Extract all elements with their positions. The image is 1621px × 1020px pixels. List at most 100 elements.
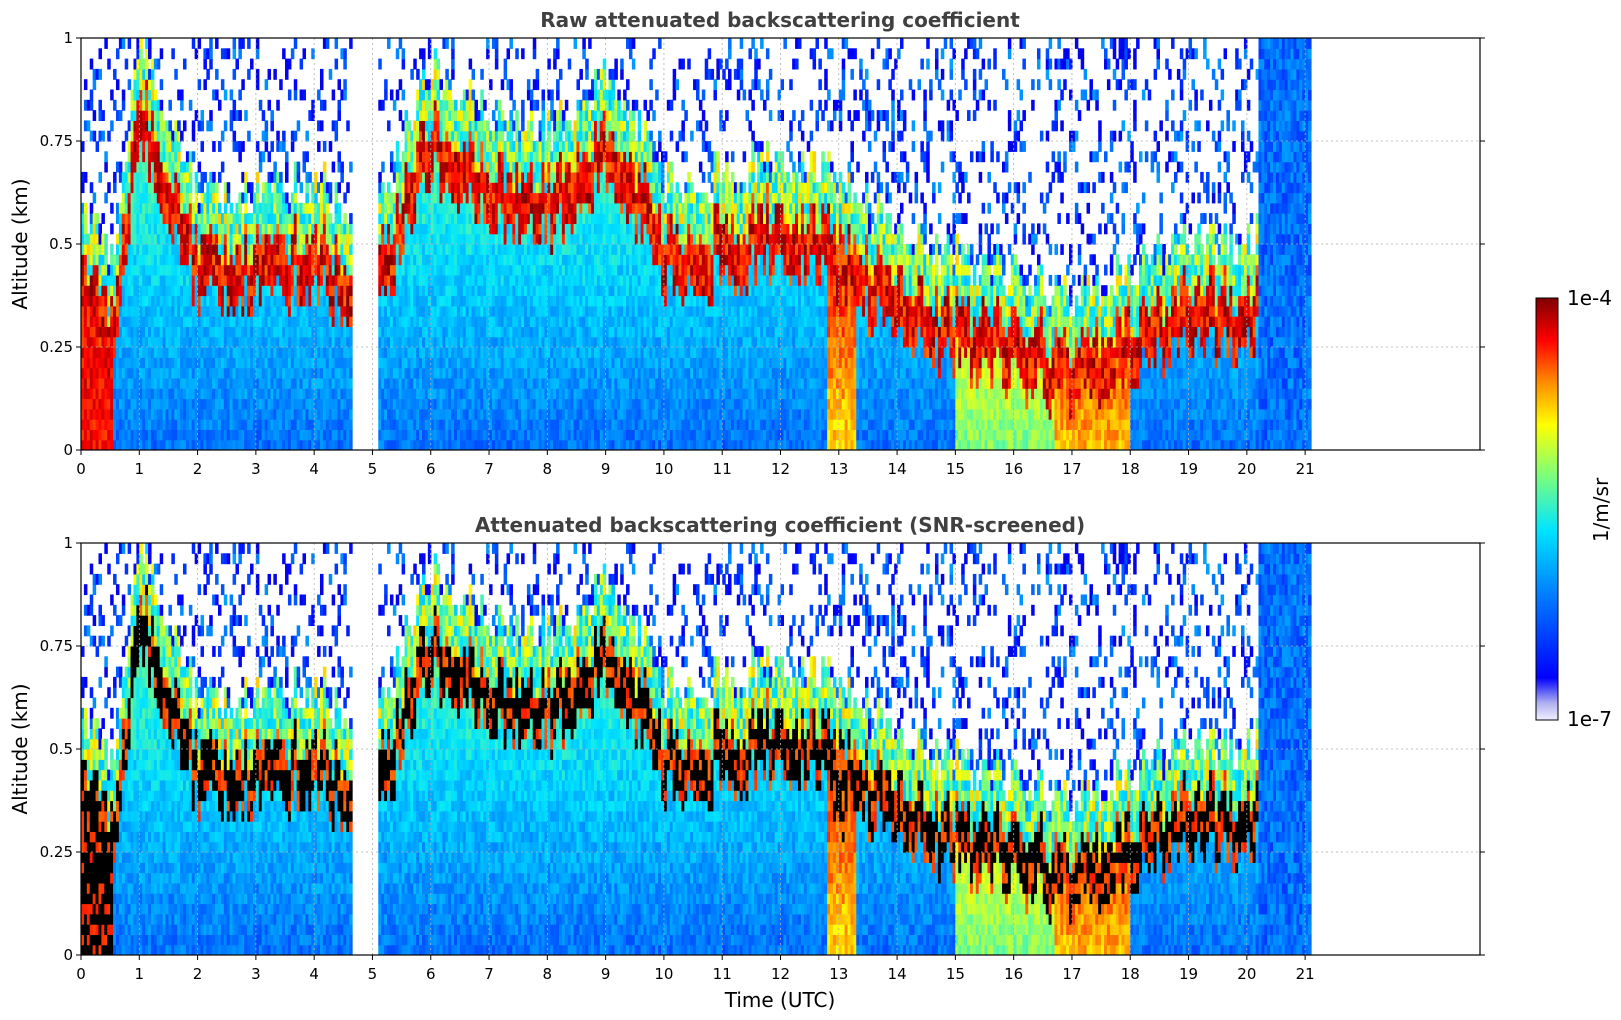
heatmap-cell [448, 120, 452, 132]
heatmap-cell [378, 336, 382, 348]
heatmap-cell [439, 213, 443, 224]
heatmap-cell [448, 192, 452, 204]
heatmap-cell [433, 110, 438, 121]
heatmap-cell [427, 38, 432, 49]
heatmap-cell [107, 58, 111, 70]
heatmap-cell [314, 223, 318, 235]
heatmap-cell [270, 388, 274, 400]
heatmap-cell [197, 79, 202, 91]
heatmap-cell [215, 367, 219, 379]
heatmap-cell [290, 398, 295, 410]
heatmap-cell [287, 439, 292, 450]
heatmap-cell [180, 367, 184, 379]
heatmap-cell [235, 398, 239, 410]
heatmap-cell [165, 182, 170, 194]
heatmap-cell [229, 357, 234, 369]
heatmap-cell [139, 233, 143, 245]
heatmap-cell [433, 295, 438, 307]
heatmap-cell [430, 347, 435, 358]
heatmap-cell [270, 254, 274, 266]
heatmap-cell [174, 377, 178, 389]
heatmap-cell [424, 223, 429, 235]
heatmap-cell [322, 223, 327, 235]
heatmap-cell [95, 254, 100, 266]
heatmap-cell [389, 151, 394, 163]
heatmap-cell [424, 398, 429, 410]
heatmap-cell [442, 213, 446, 224]
heatmap-cell [381, 367, 385, 379]
heatmap-cell [223, 48, 228, 60]
heatmap-cell [130, 223, 135, 235]
heatmap-cell [150, 192, 155, 204]
heatmap-cell [445, 130, 449, 142]
heatmap-cell [171, 213, 175, 224]
heatmap-cell [148, 89, 152, 101]
heatmap-cell [183, 429, 187, 441]
heatmap-cell [194, 326, 199, 338]
heatmap-cell [206, 264, 210, 276]
heatmap-cell [121, 285, 126, 297]
heatmap-cell [217, 305, 222, 317]
heatmap-cell [340, 305, 344, 317]
heatmap-cell [387, 377, 391, 389]
heatmap-cell [550, 89, 554, 101]
heatmap-cell [346, 264, 350, 276]
heatmap-cell [238, 398, 242, 410]
heatmap-cell [98, 223, 102, 235]
heatmap-cell [349, 213, 353, 224]
heatmap-cell [215, 377, 219, 389]
heatmap-cell [261, 213, 266, 224]
heatmap-cell [299, 305, 304, 317]
heatmap-cell [113, 439, 117, 450]
heatmap-cell [325, 305, 330, 317]
heatmap-cell [422, 388, 426, 400]
heatmap-cell [212, 398, 216, 410]
heatmap-cell [177, 367, 181, 379]
heatmap-cell [384, 202, 388, 214]
heatmap-cell [328, 367, 333, 379]
heatmap-cell [89, 130, 94, 142]
heatmap-cell [273, 264, 277, 276]
heatmap-cell [334, 439, 339, 450]
heatmap-cell [145, 264, 149, 276]
heatmap-cell [299, 429, 304, 441]
heatmap-cell [165, 130, 170, 142]
heatmap-cell [130, 141, 135, 152]
heatmap-cell [142, 408, 146, 420]
heatmap-cell [113, 367, 117, 379]
heatmap-cell [101, 244, 105, 255]
heatmap-cell [314, 377, 318, 389]
heatmap-cell [325, 264, 330, 276]
heatmap-cell [261, 347, 266, 358]
heatmap-cell [258, 305, 263, 317]
heatmap-cell [322, 439, 327, 450]
heatmap-cell [156, 120, 161, 132]
heatmap-cell [328, 223, 333, 235]
heatmap-cell [145, 439, 149, 450]
heatmap-cell [252, 398, 257, 410]
heatmap-cell [115, 244, 120, 255]
heatmap-cell [258, 213, 263, 224]
heatmap-cell [104, 161, 108, 173]
heatmap-cell [191, 377, 196, 389]
heatmap-cell [139, 48, 143, 60]
heatmap-cell [389, 326, 394, 338]
heatmap-cell [317, 120, 321, 132]
heatmap-cell [244, 192, 248, 204]
heatmap-cell [439, 264, 443, 276]
heatmap-cell [194, 357, 199, 369]
heatmap-cell [83, 326, 88, 338]
heatmap-cell [433, 347, 438, 358]
heatmap-cell [148, 223, 152, 235]
heatmap-cell [235, 223, 239, 235]
heatmap-cell [276, 336, 280, 348]
heatmap-cell [95, 305, 100, 317]
heatmap-cell [349, 347, 353, 358]
heatmap-cell [197, 388, 202, 400]
heatmap-cell [95, 326, 100, 338]
heatmap-cell [258, 233, 263, 245]
heatmap-cell [241, 357, 245, 369]
heatmap-cell [387, 295, 391, 307]
heatmap-cell [387, 285, 391, 297]
heatmap-cell [296, 336, 301, 348]
